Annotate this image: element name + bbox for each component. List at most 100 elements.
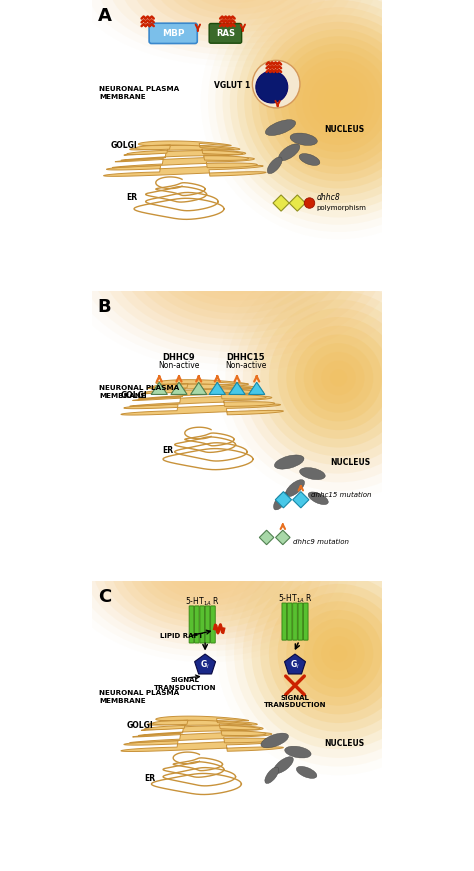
Ellipse shape bbox=[133, 0, 341, 37]
Ellipse shape bbox=[66, 476, 350, 657]
Polygon shape bbox=[229, 382, 245, 395]
Ellipse shape bbox=[119, 510, 297, 623]
Text: G$_i$: G$_i$ bbox=[290, 658, 300, 672]
FancyBboxPatch shape bbox=[194, 606, 199, 643]
Text: G$_i$: G$_i$ bbox=[200, 658, 210, 672]
Circle shape bbox=[256, 71, 288, 103]
Ellipse shape bbox=[304, 618, 374, 688]
Ellipse shape bbox=[98, 0, 376, 55]
Ellipse shape bbox=[182, 550, 235, 584]
Ellipse shape bbox=[312, 352, 365, 404]
Text: GOLGI: GOLGI bbox=[126, 721, 153, 731]
Text: Non-active: Non-active bbox=[225, 361, 266, 370]
Ellipse shape bbox=[191, 0, 283, 9]
Ellipse shape bbox=[173, 544, 244, 589]
Text: NUCLEUS: NUCLEUS bbox=[324, 125, 364, 133]
Ellipse shape bbox=[137, 522, 279, 611]
Ellipse shape bbox=[285, 746, 311, 758]
FancyBboxPatch shape bbox=[303, 603, 308, 640]
Polygon shape bbox=[153, 716, 252, 725]
Ellipse shape bbox=[237, 0, 440, 203]
Ellipse shape bbox=[199, 561, 217, 572]
Ellipse shape bbox=[310, 72, 367, 131]
Ellipse shape bbox=[206, 243, 268, 281]
Ellipse shape bbox=[222, 0, 455, 218]
Text: ER: ER bbox=[126, 192, 137, 202]
Ellipse shape bbox=[167, 0, 307, 20]
Ellipse shape bbox=[84, 488, 332, 645]
Polygon shape bbox=[136, 141, 234, 150]
Text: SIGNAL
TRANSDUCTION: SIGNAL TRANSDUCTION bbox=[264, 694, 326, 708]
Ellipse shape bbox=[269, 308, 408, 448]
Ellipse shape bbox=[278, 592, 400, 714]
Ellipse shape bbox=[259, 22, 418, 181]
Polygon shape bbox=[144, 384, 260, 394]
Ellipse shape bbox=[288, 51, 389, 152]
Ellipse shape bbox=[155, 532, 261, 600]
Ellipse shape bbox=[278, 317, 400, 439]
Polygon shape bbox=[48, 334, 426, 459]
Text: ER: ER bbox=[162, 446, 173, 455]
Ellipse shape bbox=[146, 527, 270, 606]
FancyBboxPatch shape bbox=[287, 603, 292, 640]
Ellipse shape bbox=[324, 87, 353, 116]
Ellipse shape bbox=[153, 210, 321, 314]
Text: LIPID RAFT: LIPID RAFT bbox=[160, 633, 203, 639]
Ellipse shape bbox=[111, 185, 363, 340]
Polygon shape bbox=[121, 740, 283, 752]
Ellipse shape bbox=[290, 133, 317, 145]
FancyBboxPatch shape bbox=[210, 606, 215, 643]
Polygon shape bbox=[171, 382, 187, 395]
Ellipse shape bbox=[101, 499, 314, 634]
Ellipse shape bbox=[330, 369, 347, 387]
Text: GOLGI: GOLGI bbox=[110, 140, 137, 150]
Ellipse shape bbox=[69, 159, 405, 365]
Ellipse shape bbox=[273, 37, 404, 166]
FancyBboxPatch shape bbox=[205, 606, 210, 643]
Ellipse shape bbox=[144, 0, 330, 32]
Ellipse shape bbox=[226, 540, 452, 766]
FancyBboxPatch shape bbox=[298, 603, 303, 640]
Ellipse shape bbox=[91, 172, 383, 352]
Text: MBP: MBP bbox=[162, 29, 184, 37]
Ellipse shape bbox=[286, 601, 391, 706]
Ellipse shape bbox=[93, 493, 323, 640]
Ellipse shape bbox=[174, 223, 300, 300]
Text: Non-active: Non-active bbox=[158, 361, 200, 370]
Text: RAS: RAS bbox=[216, 29, 235, 37]
Text: GOLGI: GOLGI bbox=[120, 391, 147, 400]
Ellipse shape bbox=[243, 282, 434, 474]
Polygon shape bbox=[259, 530, 274, 544]
Text: NEURONAL PLASMA
MEMBRANE: NEURONAL PLASMA MEMBRANE bbox=[99, 386, 180, 400]
Ellipse shape bbox=[234, 549, 443, 758]
FancyBboxPatch shape bbox=[189, 606, 194, 643]
Text: DHHC9: DHHC9 bbox=[163, 353, 195, 361]
Polygon shape bbox=[121, 404, 283, 415]
Text: DHHC15: DHHC15 bbox=[227, 353, 265, 361]
Polygon shape bbox=[130, 733, 275, 743]
Ellipse shape bbox=[185, 230, 289, 294]
Ellipse shape bbox=[252, 15, 426, 188]
Text: B: B bbox=[98, 298, 111, 316]
Ellipse shape bbox=[109, 0, 365, 50]
Polygon shape bbox=[248, 382, 265, 395]
Polygon shape bbox=[138, 726, 266, 735]
Ellipse shape bbox=[279, 144, 300, 160]
Ellipse shape bbox=[295, 58, 382, 145]
Polygon shape bbox=[130, 396, 275, 407]
Ellipse shape bbox=[230, 0, 447, 210]
Ellipse shape bbox=[286, 326, 391, 430]
Text: NEURONAL PLASMA
MEMBRANE: NEURONAL PLASMA MEMBRANE bbox=[99, 690, 180, 704]
Ellipse shape bbox=[285, 480, 304, 496]
Ellipse shape bbox=[122, 191, 352, 333]
Text: NUCLEUS: NUCLEUS bbox=[330, 457, 370, 467]
Ellipse shape bbox=[260, 300, 417, 456]
Ellipse shape bbox=[243, 557, 434, 749]
Polygon shape bbox=[292, 491, 309, 508]
Polygon shape bbox=[284, 654, 305, 674]
Polygon shape bbox=[104, 165, 266, 176]
Circle shape bbox=[304, 198, 315, 208]
Polygon shape bbox=[275, 530, 290, 544]
Ellipse shape bbox=[80, 165, 394, 359]
Ellipse shape bbox=[296, 766, 317, 779]
